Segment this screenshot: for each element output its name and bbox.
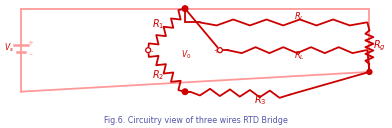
Text: $R_L$: $R_L$	[294, 10, 305, 23]
Text: +: +	[28, 40, 34, 46]
Text: $V_0$: $V_0$	[181, 49, 191, 61]
Circle shape	[182, 89, 188, 94]
Text: $V_s$: $V_s$	[4, 42, 14, 54]
Circle shape	[218, 48, 222, 53]
Text: $R_1$: $R_1$	[152, 18, 164, 31]
Text: $R_L$: $R_L$	[294, 50, 305, 62]
Text: +: +	[213, 48, 219, 54]
Text: Fig.6. Circuitry view of three wires RTD Bridge: Fig.6. Circuitry view of three wires RTD…	[104, 116, 288, 125]
Text: $R_g$: $R_g$	[373, 39, 386, 53]
Circle shape	[182, 6, 188, 11]
Text: -: -	[151, 48, 153, 54]
Circle shape	[367, 70, 372, 74]
Text: $R_3$: $R_3$	[254, 93, 266, 106]
Circle shape	[146, 48, 151, 53]
Text: -: -	[29, 51, 32, 60]
Text: $R_2$: $R_2$	[152, 68, 164, 82]
